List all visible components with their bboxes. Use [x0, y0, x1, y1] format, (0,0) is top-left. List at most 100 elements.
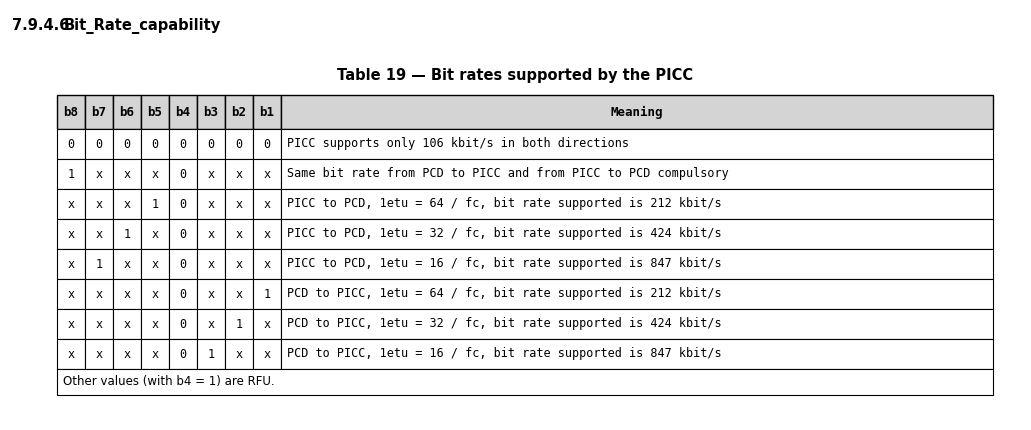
Text: 0: 0 — [179, 258, 187, 270]
Bar — [253, 129, 281, 159]
Bar — [225, 129, 253, 159]
Bar — [85, 159, 113, 189]
Text: PCD to PICC, 1etu = 16 / fc, bit rate supported is 847 kbit/s: PCD to PICC, 1etu = 16 / fc, bit rate su… — [287, 347, 722, 360]
Bar — [225, 279, 253, 309]
Bar — [281, 279, 993, 309]
Bar — [169, 309, 197, 339]
Bar — [113, 309, 141, 339]
Text: 0: 0 — [264, 138, 270, 150]
Bar — [225, 339, 253, 369]
Bar — [113, 95, 141, 129]
Text: b2: b2 — [232, 105, 246, 119]
Bar — [57, 95, 85, 129]
Text: b5: b5 — [147, 105, 163, 119]
Bar — [225, 249, 253, 279]
Text: 0: 0 — [179, 227, 187, 240]
Text: Other values (with b4 = 1) are RFU.: Other values (with b4 = 1) are RFU. — [63, 375, 274, 388]
Text: x: x — [264, 317, 270, 331]
Bar — [85, 95, 113, 129]
Text: Table 19 — Bit rates supported by the PICC: Table 19 — Bit rates supported by the PI… — [337, 68, 693, 83]
Bar — [253, 309, 281, 339]
Bar — [253, 339, 281, 369]
Text: 7.9.4.6: 7.9.4.6 — [12, 18, 69, 33]
Text: 0: 0 — [152, 138, 159, 150]
Text: x: x — [67, 227, 74, 240]
Bar — [113, 249, 141, 279]
Text: PICC to PCD, 1etu = 64 / fc, bit rate supported is 212 kbit/s: PICC to PCD, 1etu = 64 / fc, bit rate su… — [287, 197, 722, 211]
Bar — [141, 309, 169, 339]
Text: x: x — [264, 227, 270, 240]
Bar — [253, 279, 281, 309]
Text: 1: 1 — [207, 347, 214, 360]
Bar — [253, 249, 281, 279]
Bar — [169, 129, 197, 159]
Text: x: x — [207, 288, 214, 301]
Text: Meaning: Meaning — [610, 105, 663, 119]
Text: x: x — [96, 227, 102, 240]
Text: b7: b7 — [92, 105, 106, 119]
Text: 0: 0 — [235, 138, 242, 150]
Text: x: x — [124, 168, 131, 181]
Text: x: x — [207, 168, 214, 181]
Bar — [225, 159, 253, 189]
Text: Same bit rate from PCD to PICC and from PICC to PCD compulsory: Same bit rate from PCD to PICC and from … — [287, 168, 729, 181]
Text: 0: 0 — [207, 138, 214, 150]
Text: x: x — [152, 288, 159, 301]
Text: 1: 1 — [67, 168, 74, 181]
Text: x: x — [264, 347, 270, 360]
Text: 1: 1 — [124, 227, 131, 240]
Text: 0: 0 — [179, 317, 187, 331]
Text: b1: b1 — [260, 105, 274, 119]
Bar — [141, 249, 169, 279]
Bar — [253, 219, 281, 249]
Text: x: x — [96, 317, 102, 331]
Bar — [141, 95, 169, 129]
Text: 0: 0 — [96, 138, 102, 150]
Bar — [169, 339, 197, 369]
Text: 0: 0 — [179, 347, 187, 360]
Text: x: x — [67, 317, 74, 331]
Bar — [281, 249, 993, 279]
Text: 0: 0 — [179, 138, 187, 150]
Bar — [281, 95, 993, 129]
Bar — [225, 309, 253, 339]
Text: 0: 0 — [179, 288, 187, 301]
Text: 0: 0 — [179, 197, 187, 211]
Text: b6: b6 — [120, 105, 134, 119]
Bar — [57, 279, 85, 309]
Text: x: x — [67, 347, 74, 360]
Text: x: x — [124, 347, 131, 360]
Text: 0: 0 — [124, 138, 131, 150]
Text: x: x — [124, 317, 131, 331]
Text: PCD to PICC, 1etu = 64 / fc, bit rate supported is 212 kbit/s: PCD to PICC, 1etu = 64 / fc, bit rate su… — [287, 288, 722, 301]
Bar — [281, 159, 993, 189]
Text: x: x — [207, 258, 214, 270]
Bar — [113, 129, 141, 159]
Bar — [281, 219, 993, 249]
Bar — [57, 309, 85, 339]
Bar — [57, 189, 85, 219]
Bar — [197, 95, 225, 129]
Bar — [253, 159, 281, 189]
Text: x: x — [207, 197, 214, 211]
Text: 1: 1 — [264, 288, 270, 301]
Bar — [197, 129, 225, 159]
Bar — [197, 219, 225, 249]
Text: x: x — [264, 197, 270, 211]
Text: x: x — [67, 197, 74, 211]
Text: x: x — [235, 347, 242, 360]
Text: x: x — [96, 197, 102, 211]
Text: x: x — [235, 288, 242, 301]
Text: x: x — [124, 288, 131, 301]
Bar — [57, 129, 85, 159]
Bar — [141, 219, 169, 249]
Bar — [57, 159, 85, 189]
Text: x: x — [152, 347, 159, 360]
Text: x: x — [152, 227, 159, 240]
Text: x: x — [235, 258, 242, 270]
Text: x: x — [152, 258, 159, 270]
Bar — [57, 219, 85, 249]
Bar — [253, 95, 281, 129]
Bar — [197, 249, 225, 279]
Bar — [85, 219, 113, 249]
